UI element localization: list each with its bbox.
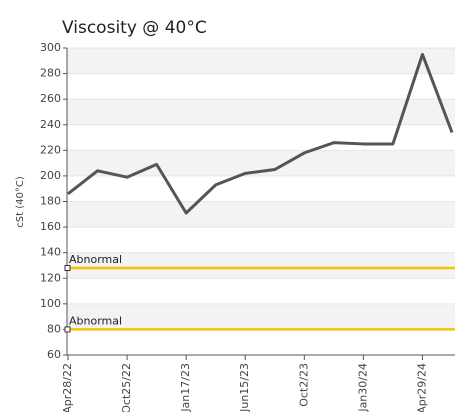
x-tick-label: Oct25/22 — [120, 363, 133, 412]
x-tick-label: Apr29/24 — [415, 363, 428, 412]
grid-band — [67, 48, 455, 74]
threshold-marker — [64, 265, 71, 272]
y-tick-label: 300 — [40, 41, 61, 54]
threshold-label: Abnormal — [69, 253, 122, 266]
y-tick-label: 180 — [40, 195, 61, 208]
y-tick-label: 100 — [40, 297, 61, 310]
y-tick-label: 260 — [40, 92, 61, 105]
x-tick-label: Jun15/23 — [238, 363, 251, 412]
grid-band — [67, 303, 455, 330]
x-tick-label: Jan30/24 — [356, 363, 369, 412]
grid-band — [67, 252, 455, 279]
y-tick-label: 240 — [40, 118, 61, 131]
x-tick-label: Apr28/22 — [61, 363, 74, 412]
grid-band — [67, 201, 455, 228]
y-tick-label: 60 — [47, 348, 61, 361]
x-tick-label: Jan17/23 — [179, 363, 192, 412]
y-tick-label: 280 — [40, 67, 61, 80]
threshold-label: Abnormal — [69, 314, 122, 327]
chart-title: Viscosity @ 40°C — [62, 18, 207, 38]
y-tick-label: 120 — [40, 271, 61, 284]
y-axis-label: cSt (40°C) — [15, 176, 26, 228]
data-line — [67, 52, 454, 215]
y-tick-label: 160 — [40, 220, 61, 233]
y-tick-label: 200 — [40, 169, 61, 182]
y-tick-label: 80 — [47, 322, 61, 335]
x-tick-label: Oct2/23 — [297, 363, 310, 407]
threshold-marker — [64, 326, 71, 333]
y-tick-label: 220 — [40, 143, 61, 156]
y-tick-label: 140 — [40, 246, 61, 259]
grid-band — [67, 99, 455, 125]
